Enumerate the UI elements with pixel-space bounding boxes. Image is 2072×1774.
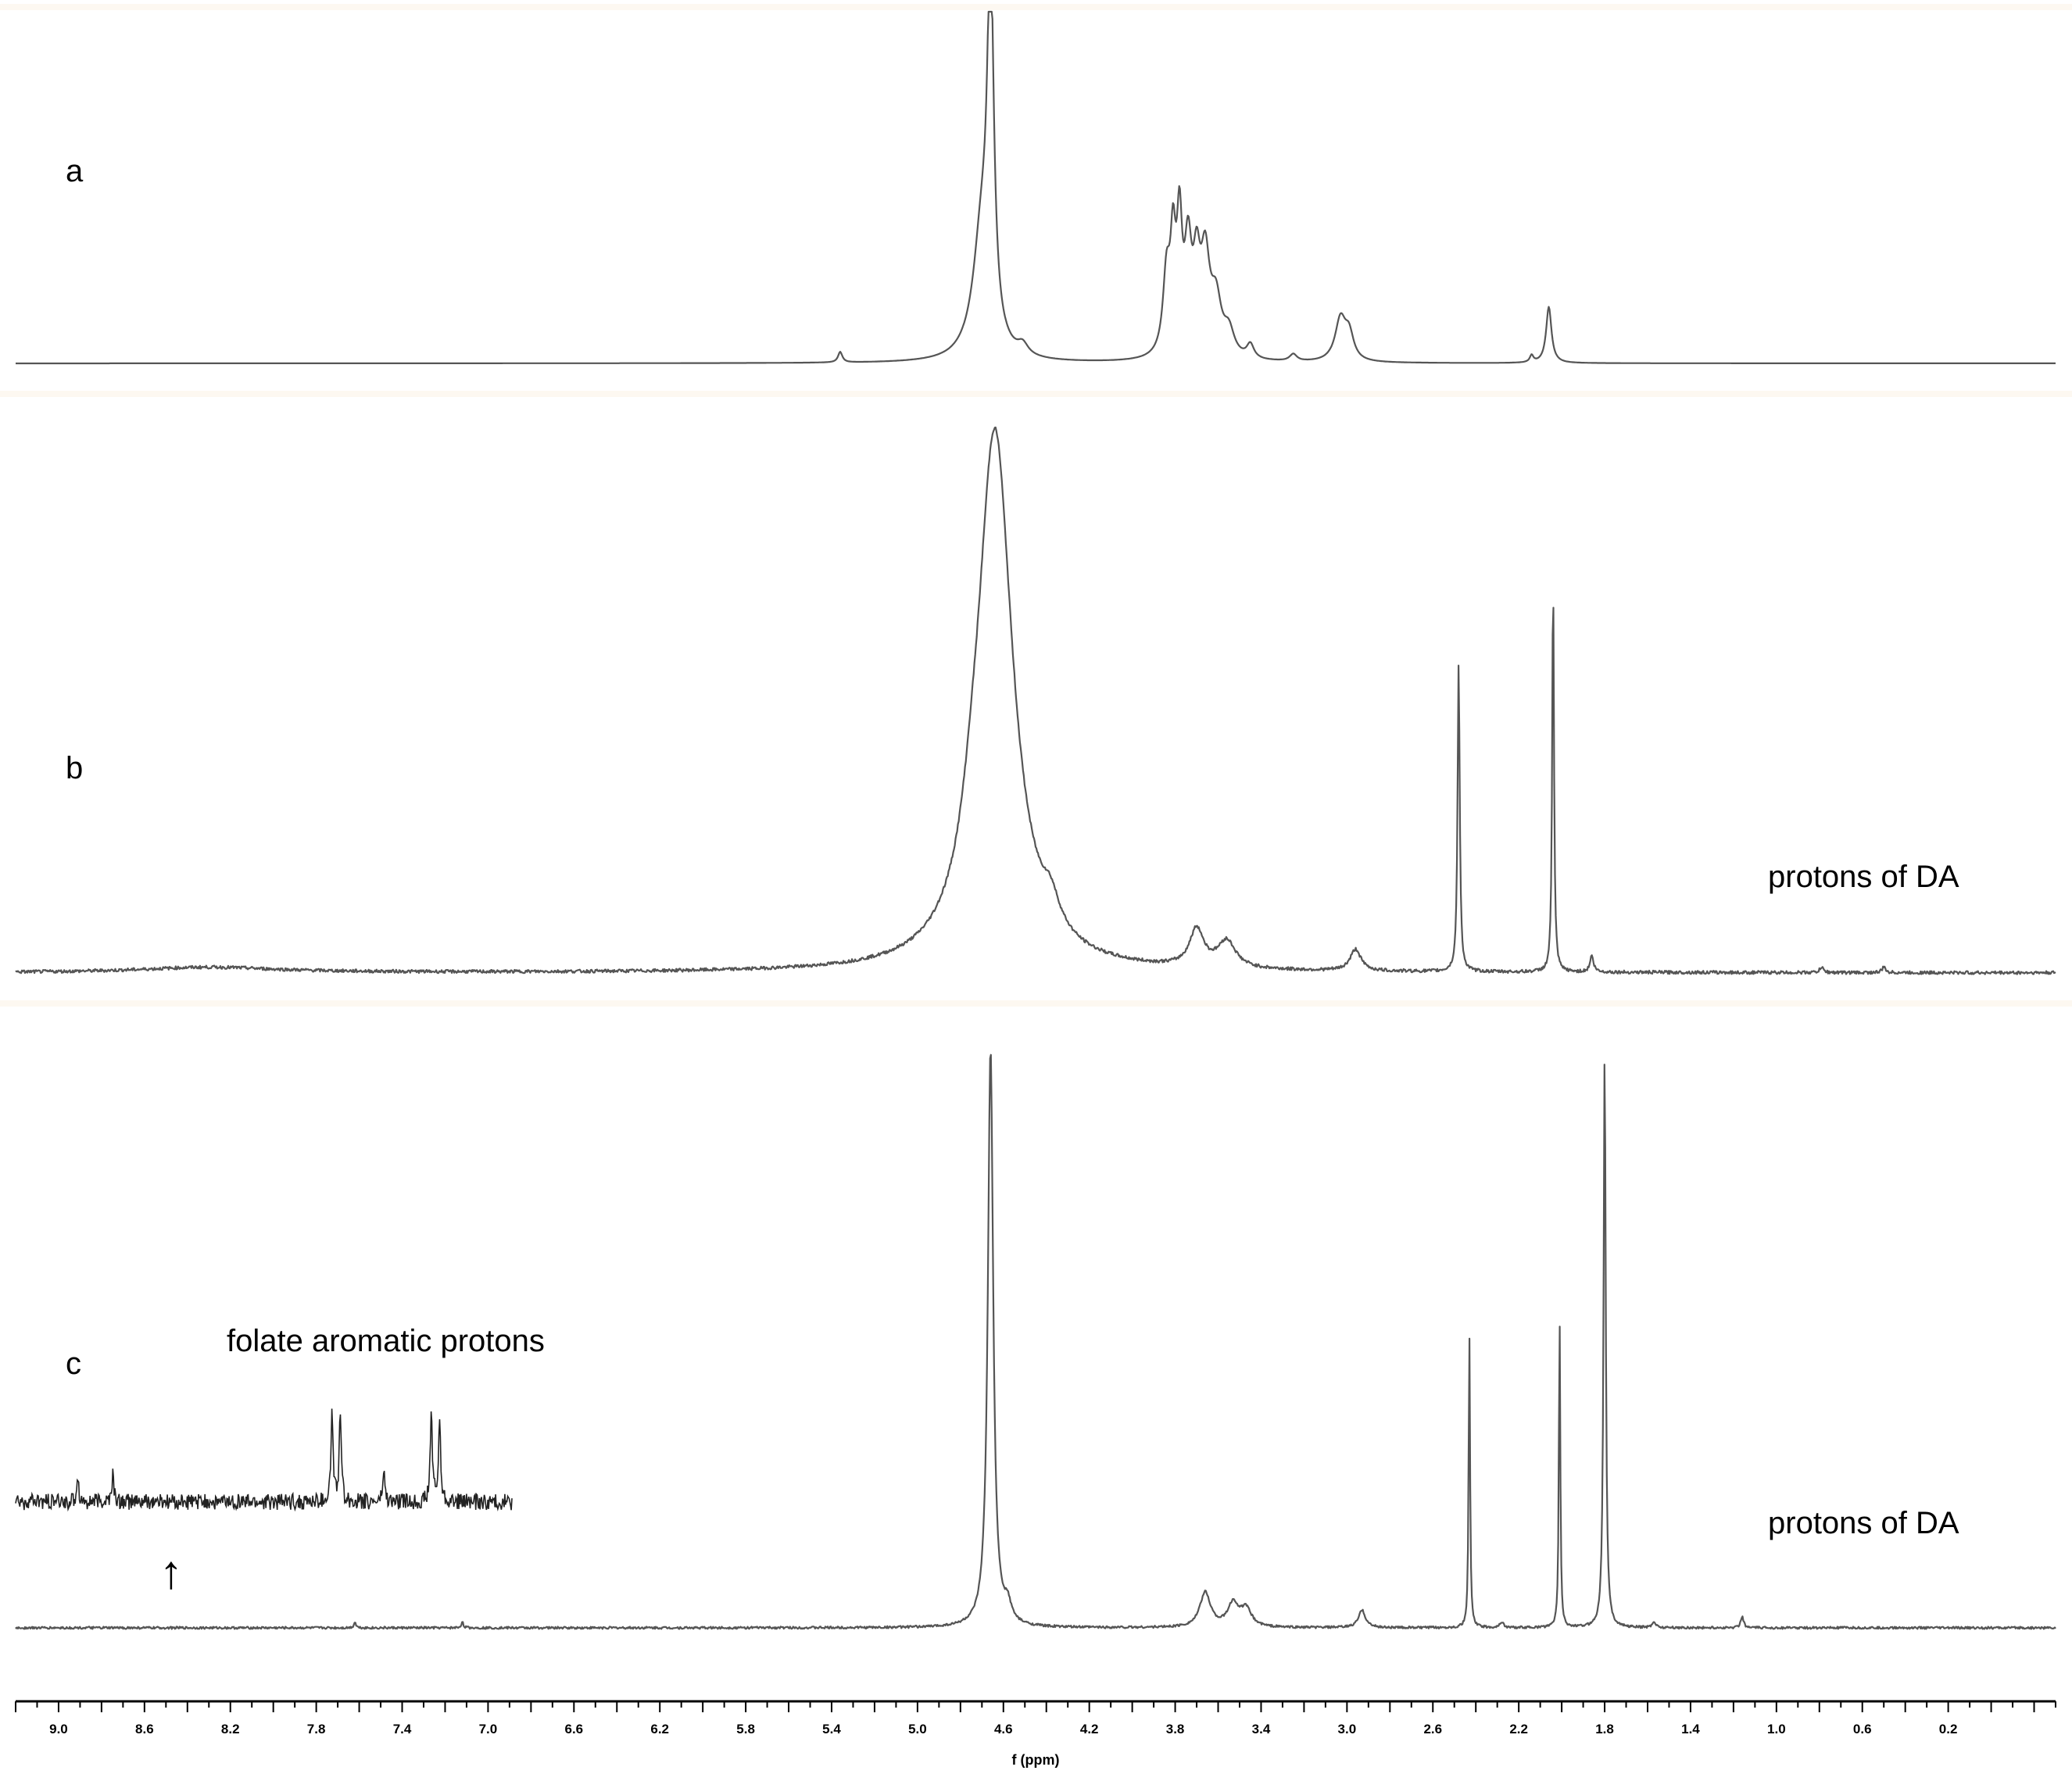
x-tick-label: 7.8 — [307, 1722, 326, 1736]
x-tick-label: 8.2 — [221, 1722, 240, 1736]
x-tick-label: 9.0 — [49, 1722, 68, 1736]
x-tick-label: 7.0 — [479, 1722, 498, 1736]
x-tick-label: 1.8 — [1595, 1722, 1614, 1736]
panel-backgrounds — [0, 4, 2072, 1007]
annotation-da-c: protons of DA — [1768, 1506, 1959, 1540]
x-tick-label: 5.8 — [736, 1722, 755, 1736]
x-tick-label: 2.6 — [1423, 1722, 1442, 1736]
x-axis: 9.0 8.6 8.2 7.8 7.4 7.0 6.6 6.2 5.8 5.4 5.0 4.6 4.2 3… — [15, 1700, 2056, 1768]
folate-arrow-icon: ↑ — [159, 1546, 183, 1598]
x-tick-label: 3.0 — [1338, 1722, 1357, 1736]
x-tick-label: 0.6 — [1853, 1722, 1872, 1736]
panel-label-c: c — [66, 1347, 81, 1381]
annotation-folate: folate aromatic protons — [227, 1324, 545, 1358]
annotation-da-b: protons of DA — [1768, 860, 1959, 894]
folate-inset — [15, 1408, 513, 1512]
panel-label-b: b — [66, 751, 83, 785]
panel-separator-2 — [0, 1000, 2072, 1007]
panel-separator-0 — [0, 4, 2072, 10]
x-tick-label: 5.4 — [822, 1722, 841, 1736]
spectrum-b — [15, 426, 2056, 975]
x-axis-title: f (ppm) — [1012, 1752, 1060, 1768]
x-tick-label: 2.2 — [1509, 1722, 1528, 1736]
x-tick-label: 4.2 — [1080, 1722, 1099, 1736]
x-tick-label: 5.0 — [908, 1722, 927, 1736]
x-tick-label: 6.6 — [564, 1722, 583, 1736]
spectrum-a — [15, 10, 2056, 365]
x-tick-label: 7.4 — [393, 1722, 412, 1736]
x-tick-label: 3.8 — [1166, 1722, 1185, 1736]
panel-label-a: a — [66, 154, 84, 188]
x-tick-label: 3.4 — [1252, 1722, 1271, 1736]
x-tick-label: 8.6 — [135, 1722, 154, 1736]
x-tick-label: 4.6 — [994, 1722, 1013, 1736]
panel-separator-1 — [0, 391, 2072, 397]
spectrum-c — [15, 1053, 2056, 1630]
folate-inset-trace — [15, 1408, 513, 1512]
x-tick-label: 1.0 — [1767, 1722, 1786, 1736]
x-axis-ticks: 9.0 8.6 8.2 7.8 7.4 7.0 6.6 6.2 5.8 5.4 5.0 4.6 4.2 3… — [15, 1701, 2056, 1736]
x-tick-label: 6.2 — [650, 1722, 669, 1736]
x-tick-label: 0.2 — [1939, 1722, 1958, 1736]
x-tick-label: 1.4 — [1681, 1722, 1700, 1736]
spectra — [15, 10, 2056, 1630]
